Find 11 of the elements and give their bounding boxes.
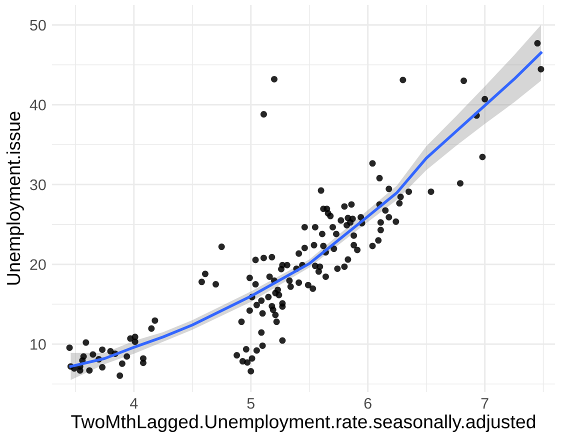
x-tick-label: 5 [247, 398, 254, 409]
y-tick-label: 50 [30, 20, 46, 31]
y-axis-title: Unemployment.issue [6, 112, 24, 285]
y-tick-label: 40 [30, 100, 46, 110]
x-axis-title: TwoMthLagged.Unemployment.rate.seasonally.adjusted [71, 414, 536, 432]
x-tick-label: 6 [364, 398, 372, 409]
y-tick-label: 30 [30, 179, 46, 190]
y-tick-label: 10 [30, 338, 46, 350]
y-tick-label: 20 [30, 259, 46, 270]
x-tick-label: 7 [481, 398, 488, 409]
x-tick-label: 4 [130, 398, 138, 409]
